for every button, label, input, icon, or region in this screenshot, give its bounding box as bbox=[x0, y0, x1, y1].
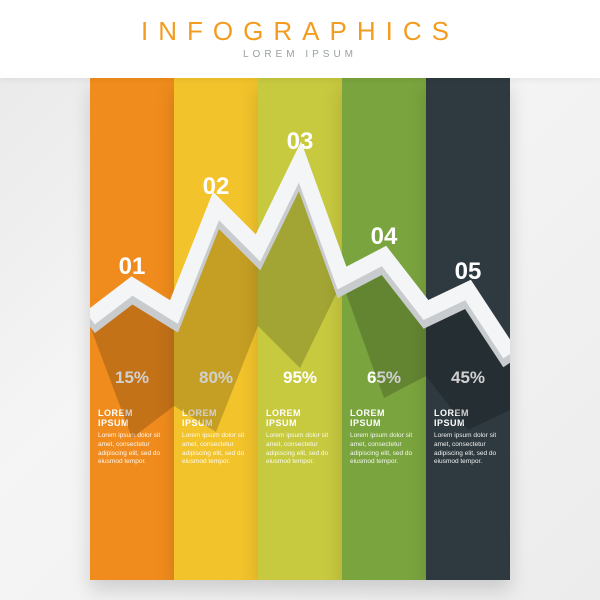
column-01-text: Lorem ipsum dolor sit amet, consectetur … bbox=[98, 432, 166, 467]
column-05-number: 05 bbox=[426, 258, 510, 286]
header: INFOGRAPHICS LOREM IPSUM bbox=[0, 0, 600, 78]
column-02-title: LOREM IPSUM bbox=[182, 408, 250, 428]
column-03-title: LOREM IPSUM bbox=[266, 408, 334, 428]
column-01: 01 15% LOREM IPSUM Lorem ipsum dolor sit… bbox=[90, 78, 174, 580]
column-04-title: LOREM IPSUM bbox=[350, 408, 418, 428]
column-02: 02 80% LOREM IPSUM Lorem ipsum dolor sit… bbox=[174, 78, 258, 580]
column-04-percent: 65% bbox=[342, 368, 426, 388]
column-04-body: LOREM IPSUM Lorem ipsum dolor sit amet, … bbox=[350, 408, 418, 467]
column-05-percent: 45% bbox=[426, 368, 510, 388]
column-01-body: LOREM IPSUM Lorem ipsum dolor sit amet, … bbox=[98, 408, 166, 467]
column-03-percent: 95% bbox=[258, 368, 342, 388]
column-01-percent: 15% bbox=[90, 368, 174, 388]
column-01-title: LOREM IPSUM bbox=[98, 408, 166, 428]
column-03: 03 95% LOREM IPSUM Lorem ipsum dolor sit… bbox=[258, 78, 342, 580]
column-05-body: LOREM IPSUM Lorem ipsum dolor sit amet, … bbox=[434, 408, 502, 467]
header-subtitle: LOREM IPSUM bbox=[0, 49, 600, 60]
columns: 01 15% LOREM IPSUM Lorem ipsum dolor sit… bbox=[90, 78, 510, 580]
column-03-text: Lorem ipsum dolor sit amet, consectetur … bbox=[266, 432, 334, 467]
column-02-number: 02 bbox=[174, 173, 258, 201]
column-02-percent: 80% bbox=[174, 368, 258, 388]
column-04-number: 04 bbox=[342, 223, 426, 251]
column-04: 04 65% LOREM IPSUM Lorem ipsum dolor sit… bbox=[342, 78, 426, 580]
column-02-text: Lorem ipsum dolor sit amet, consectetur … bbox=[182, 432, 250, 467]
column-05-text: Lorem ipsum dolor sit amet, consectetur … bbox=[434, 432, 502, 467]
column-04-text: Lorem ipsum dolor sit amet, consectetur … bbox=[350, 432, 418, 467]
column-03-number: 03 bbox=[258, 128, 342, 156]
column-03-body: LOREM IPSUM Lorem ipsum dolor sit amet, … bbox=[266, 408, 334, 467]
column-02-body: LOREM IPSUM Lorem ipsum dolor sit amet, … bbox=[182, 408, 250, 467]
column-05: 05 45% LOREM IPSUM Lorem ipsum dolor sit… bbox=[426, 78, 510, 580]
header-title: INFOGRAPHICS bbox=[0, 16, 600, 47]
column-05-title: LOREM IPSUM bbox=[434, 408, 502, 428]
page: INFOGRAPHICS LOREM IPSUM 01 15% LOREM IP… bbox=[0, 0, 600, 600]
column-01-number: 01 bbox=[90, 253, 174, 281]
